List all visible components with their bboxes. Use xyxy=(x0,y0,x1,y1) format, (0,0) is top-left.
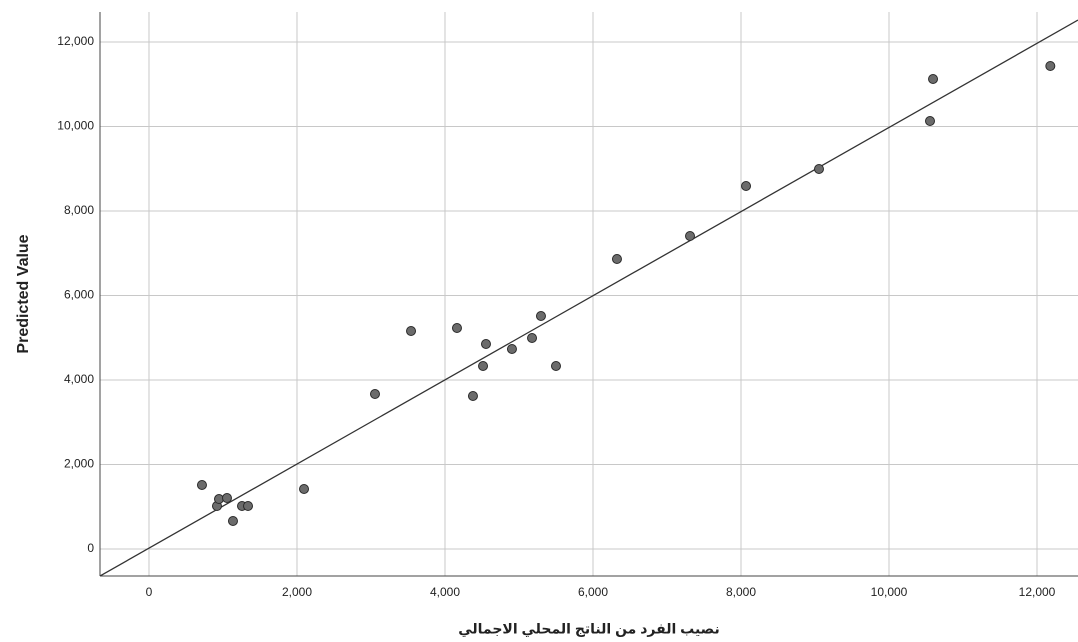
point xyxy=(227,515,238,526)
x-tick-label: 2,000 xyxy=(282,585,312,599)
y-tick-label: 6,000 xyxy=(64,288,94,302)
point xyxy=(506,343,517,354)
point xyxy=(243,500,254,511)
point xyxy=(550,361,561,372)
plot-area xyxy=(100,19,1078,576)
point xyxy=(451,322,462,333)
point xyxy=(685,231,696,242)
point xyxy=(196,479,207,490)
x-tick-label: 10,000 xyxy=(871,585,908,599)
x-tick-label: 8,000 xyxy=(726,585,756,599)
point xyxy=(299,484,310,495)
fit-line xyxy=(100,19,1078,576)
point xyxy=(741,180,752,191)
point xyxy=(369,388,380,399)
x-tick-label: 12,000 xyxy=(1019,585,1056,599)
x-axis-title: نصيب الفرد من الناتج المحلي الاجمالي xyxy=(458,621,720,638)
y-tick-label: 2,000 xyxy=(64,457,94,471)
point xyxy=(924,116,935,127)
x-tick-label: 4,000 xyxy=(430,585,460,599)
point xyxy=(221,493,232,504)
point xyxy=(1045,60,1056,71)
y-tick-label: 12,000 xyxy=(57,34,94,48)
x-tick-label: 6,000 xyxy=(578,585,608,599)
y-tick-label: 4,000 xyxy=(64,372,94,386)
point xyxy=(527,333,538,344)
point xyxy=(928,74,939,85)
y-tick-label: 10,000 xyxy=(57,119,94,133)
point xyxy=(611,253,622,264)
point xyxy=(467,391,478,402)
y-tick-label: 0 xyxy=(87,541,94,555)
point xyxy=(535,310,546,321)
y-axis-title: Predicted Value xyxy=(15,234,32,353)
point xyxy=(478,361,489,372)
point xyxy=(406,325,417,336)
point xyxy=(813,164,824,175)
x-tick-label: 0 xyxy=(146,585,153,599)
y-tick-label: 8,000 xyxy=(64,203,94,217)
point xyxy=(480,339,491,350)
